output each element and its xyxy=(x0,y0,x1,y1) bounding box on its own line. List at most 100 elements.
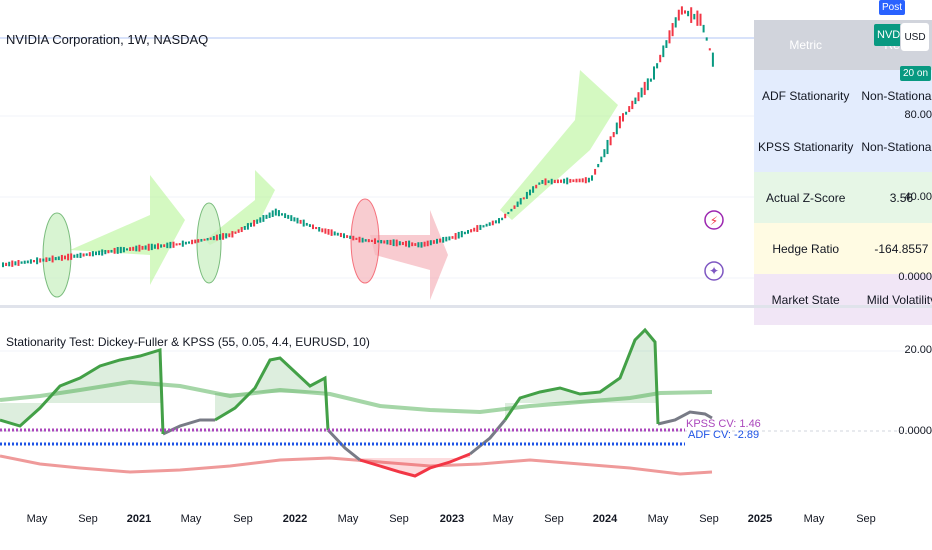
candle xyxy=(116,247,119,254)
candle xyxy=(547,180,550,184)
candle xyxy=(457,231,460,239)
currency-button[interactable]: USD xyxy=(900,22,930,52)
time-axis-label: Sep xyxy=(544,513,564,525)
highlight-ellipse-1 xyxy=(42,212,72,298)
candle xyxy=(95,251,97,256)
candle xyxy=(160,244,163,248)
symbol-title[interactable]: NVIDIA Corporation, 1W, NASDAQ xyxy=(6,32,209,47)
price-tag: 20 on xyxy=(900,66,932,81)
candle xyxy=(281,213,283,216)
price-chart[interactable]: ⚡ ✦ xyxy=(0,0,932,305)
candle xyxy=(445,236,448,242)
candle xyxy=(104,249,107,255)
pane-divider[interactable] xyxy=(0,305,932,308)
indicator-pane[interactable]: KPSS CV: 1.46 ADF CV: -2.89 20.00 0.0000 xyxy=(0,308,932,493)
statistic-line-neutral xyxy=(469,419,507,456)
candle xyxy=(699,13,702,26)
candle xyxy=(132,246,135,251)
candle xyxy=(519,198,522,205)
candle xyxy=(702,24,705,33)
candle xyxy=(377,240,380,243)
time-axis-label: May xyxy=(26,513,48,525)
candle xyxy=(485,223,488,227)
time-axis-label: May xyxy=(337,513,359,525)
candle xyxy=(70,253,73,260)
candle xyxy=(262,215,265,222)
candle xyxy=(587,177,590,183)
candle xyxy=(482,225,485,228)
candle xyxy=(172,241,175,248)
indicator-axis-label: 0.0000 xyxy=(898,425,932,437)
candle xyxy=(222,233,225,240)
candle xyxy=(609,136,612,146)
candle xyxy=(364,239,367,242)
time-axis-label: May xyxy=(647,513,669,525)
candle xyxy=(411,242,414,247)
candle xyxy=(392,239,395,247)
candle xyxy=(268,212,271,219)
candle xyxy=(398,241,401,246)
candle xyxy=(473,227,476,232)
candle xyxy=(42,258,45,262)
candle xyxy=(361,237,364,243)
candle xyxy=(209,237,212,240)
metric-label: ADF Stationarity xyxy=(762,88,850,103)
post-market-tag: Post xyxy=(879,0,906,15)
candle xyxy=(553,179,556,184)
candle xyxy=(525,191,528,199)
candle xyxy=(290,215,293,222)
candle xyxy=(141,245,144,250)
candle xyxy=(426,240,429,247)
candle xyxy=(181,240,184,247)
candle xyxy=(33,260,35,263)
candle xyxy=(581,178,584,183)
candle xyxy=(436,238,438,244)
candle xyxy=(603,149,606,158)
lightning-icon[interactable] xyxy=(704,210,724,230)
candle xyxy=(640,87,643,98)
candle xyxy=(76,253,79,258)
candle xyxy=(560,179,562,183)
candle xyxy=(48,257,51,262)
candle xyxy=(594,168,597,175)
candle xyxy=(219,234,221,240)
candle xyxy=(243,226,246,230)
candle xyxy=(578,178,581,183)
candle xyxy=(653,66,655,80)
upper-band-line xyxy=(0,379,713,415)
candle xyxy=(153,244,156,249)
statistic-line-bearish xyxy=(359,452,471,478)
time-axis-label: 2025 xyxy=(747,513,773,525)
candle xyxy=(107,250,110,254)
price-axis-label: 0.0000 xyxy=(898,271,932,283)
candle xyxy=(215,234,218,241)
candle xyxy=(51,255,54,263)
candle xyxy=(628,106,631,113)
add-event-icon[interactable] xyxy=(704,261,724,281)
candle xyxy=(563,178,566,184)
candle xyxy=(612,132,615,138)
candle xyxy=(234,231,237,234)
candle xyxy=(163,244,166,248)
candle xyxy=(507,212,510,215)
indicator-chart[interactable]: KPSS CV: 1.46 ADF CV: -2.89 xyxy=(0,308,932,493)
price-axis-label: 80.00 xyxy=(904,109,932,121)
candle xyxy=(708,48,711,51)
candle xyxy=(17,260,20,266)
candle xyxy=(711,52,714,67)
candle xyxy=(656,63,659,69)
candle xyxy=(5,262,8,267)
statistic-line-bullish xyxy=(503,327,660,425)
candle xyxy=(293,217,296,222)
candle xyxy=(386,239,389,245)
candle xyxy=(82,253,85,257)
price-pane[interactable]: ⚡ ✦ NVIDIA Corporation, 1W, NASDAQ Metri… xyxy=(0,0,932,325)
indicator-title[interactable]: Stationarity Test: Dickey-Fuller & KPSS … xyxy=(6,335,370,349)
bullish-fill xyxy=(0,350,163,434)
trend-arrow-4 xyxy=(500,70,618,220)
candle xyxy=(705,37,708,41)
time-axis-label: May xyxy=(803,513,825,525)
candle xyxy=(677,9,680,21)
candle xyxy=(206,237,209,241)
candle xyxy=(367,239,370,243)
